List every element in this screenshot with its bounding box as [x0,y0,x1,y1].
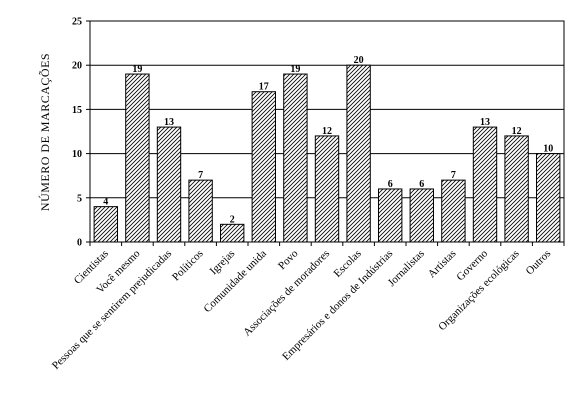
data-label: 7 [198,170,203,181]
bars [93,64,561,243]
bar [346,64,371,243]
data-label: 19 [290,64,300,75]
bar [378,188,403,243]
bar [220,223,245,243]
bar [283,73,308,243]
bar [472,126,498,243]
bar [156,126,182,243]
data-label: 6 [419,179,424,190]
data-label: 10 [543,144,553,155]
category-label: Igrejas [208,248,238,278]
data-label: 7 [451,170,456,181]
y-tick-label: 10 [72,149,82,160]
axes [89,20,565,246]
y-axis-label: NÚMERO DE MARCAÇÕES [38,53,52,211]
bar [93,206,118,243]
data-label: 2 [230,214,235,225]
bar [188,179,213,243]
data-label: 4 [103,197,108,208]
data-label: 12 [322,126,332,137]
y-tick-label: 0 [77,238,82,249]
category-label: Pessoas que se sentirem prejudicadas [50,248,174,372]
data-label: 6 [388,179,393,190]
plot-frame [89,20,565,243]
bar [251,91,276,243]
y-tick-label: 20 [72,61,82,72]
y-ticks: 0 5 10 15 20 25 [72,17,90,249]
category-label: Povo [276,247,301,272]
category-label: Outros [524,248,554,278]
bar [314,135,340,243]
data-label: 13 [164,117,174,128]
y-tick-label: 15 [72,105,82,116]
data-label: 13 [480,117,490,128]
y-tick-label: 5 [77,193,82,204]
bar [504,135,529,243]
bar [536,153,561,243]
data-label: 12 [512,126,522,137]
bar [409,188,434,243]
y-tick-label: 25 [72,17,82,28]
data-label: 17 [259,82,269,93]
data-label: 20 [354,55,364,66]
data-label: 19 [132,64,142,75]
bar [441,179,466,243]
category-label: Políticos [170,248,206,284]
data-labels: 4 19 13 7 2 17 19 12 20 6 6 7 13 12 10 [103,55,553,225]
bar [125,73,150,243]
